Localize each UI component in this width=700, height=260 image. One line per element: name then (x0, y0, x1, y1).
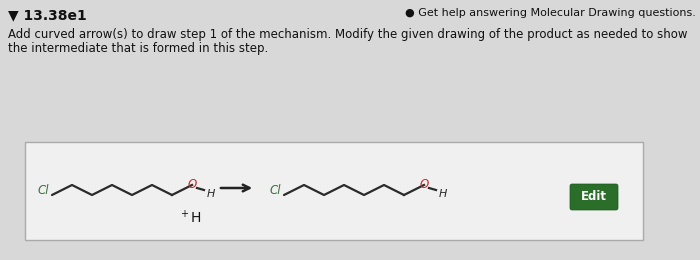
FancyBboxPatch shape (570, 184, 618, 210)
Text: the intermediate that is formed in this step.: the intermediate that is formed in this … (8, 42, 268, 55)
Text: Cl: Cl (270, 184, 281, 197)
Text: Add curved arrow(s) to draw step 1 of the mechanism. Modify the given drawing of: Add curved arrow(s) to draw step 1 of th… (8, 28, 687, 41)
Text: O: O (188, 179, 197, 192)
Text: H: H (207, 189, 216, 199)
Text: Edit: Edit (581, 191, 607, 204)
Text: $^+$H: $^+$H (178, 209, 202, 227)
Text: O: O (419, 179, 428, 192)
Text: ▼ 13.38e1: ▼ 13.38e1 (8, 8, 87, 22)
Text: ● Get help answering Molecular Drawing questions.: ● Get help answering Molecular Drawing q… (405, 8, 696, 18)
Text: Cl: Cl (38, 184, 50, 197)
FancyBboxPatch shape (25, 142, 643, 240)
Text: H: H (439, 189, 447, 199)
